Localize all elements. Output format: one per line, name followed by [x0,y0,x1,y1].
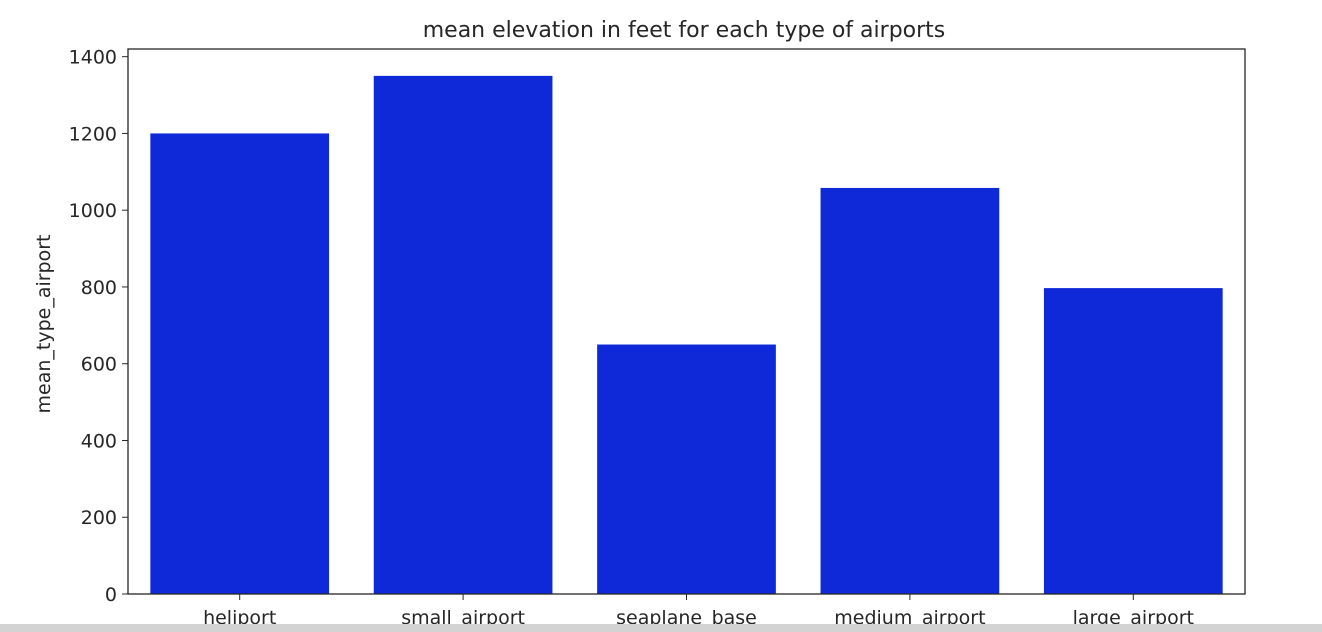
y-ticks-layer: 0 200 400 600 800 1000 1200 1400 [69,47,128,606]
bar-large_airport [1043,288,1223,594]
x-tick-label: small_airport [401,607,525,629]
y-tick-label: 1200 [69,123,117,145]
y-tick-label: 1000 [69,200,117,222]
chart-title: mean elevation in feet for each type of … [423,18,946,43]
bar-small_airport [373,75,553,594]
bar-seaplane_base [597,344,776,594]
y-tick-label: 200 [81,507,117,529]
bar-heliport [150,133,330,594]
x-ticks-layer: heliport small_airport seaplane_base medium… [203,594,1194,629]
y-tick-label: 1400 [69,47,117,69]
x-tick-label: medium_airport [834,607,985,629]
y-tick-label: 600 [81,354,117,376]
plot-frame [127,48,1246,595]
x-tick-label: heliport [203,607,276,629]
window-bottom-scrollbar[interactable] [0,624,1322,632]
bar-medium_airport [820,187,1000,594]
y-tick-label: 400 [81,430,117,452]
x-tick-label: seaplane_base [616,607,757,629]
bars-layer [150,75,1223,594]
y-tick-label: 800 [81,277,117,299]
y-tick-label: 0 [105,584,117,606]
y-axis-label: mean_type_airport [33,234,55,413]
x-tick-label: large_airport [1073,607,1194,629]
